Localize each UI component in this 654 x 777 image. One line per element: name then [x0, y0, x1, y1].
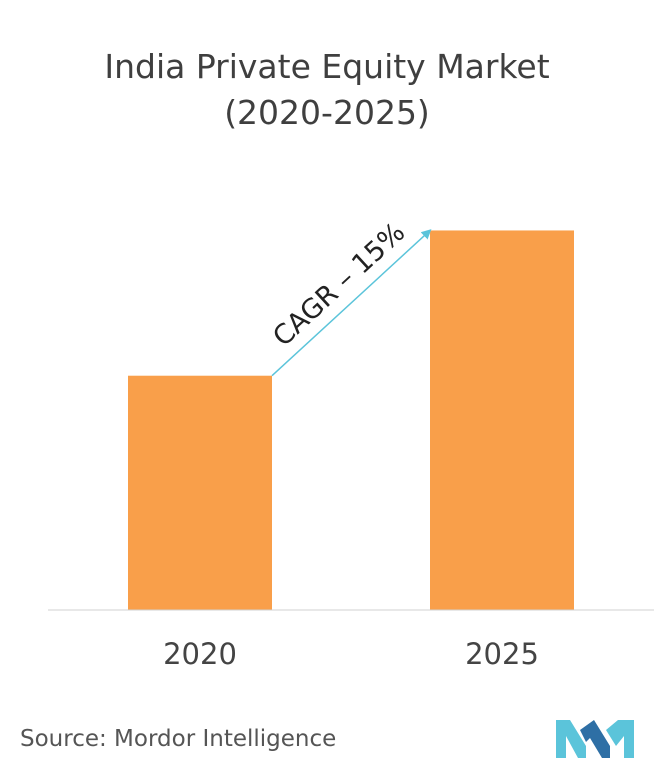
chart-title-block: India Private Equity Market (2020-2025) [0, 44, 654, 136]
x-tick-label: 2020 [163, 637, 237, 671]
mordor-intelligence-logo [556, 720, 634, 758]
bar-2020 [128, 375, 272, 610]
chart-title: India Private Equity Market [104, 47, 550, 86]
chart-subtitle: (2020-2025) [224, 93, 430, 132]
source-credit: Source: Mordor Intelligence [20, 726, 337, 752]
cagr-label: CAGR – 15% [267, 217, 411, 353]
x-tick-label: 2025 [465, 637, 539, 671]
bar-2025 [430, 230, 574, 610]
cagr-arrow [271, 229, 432, 377]
